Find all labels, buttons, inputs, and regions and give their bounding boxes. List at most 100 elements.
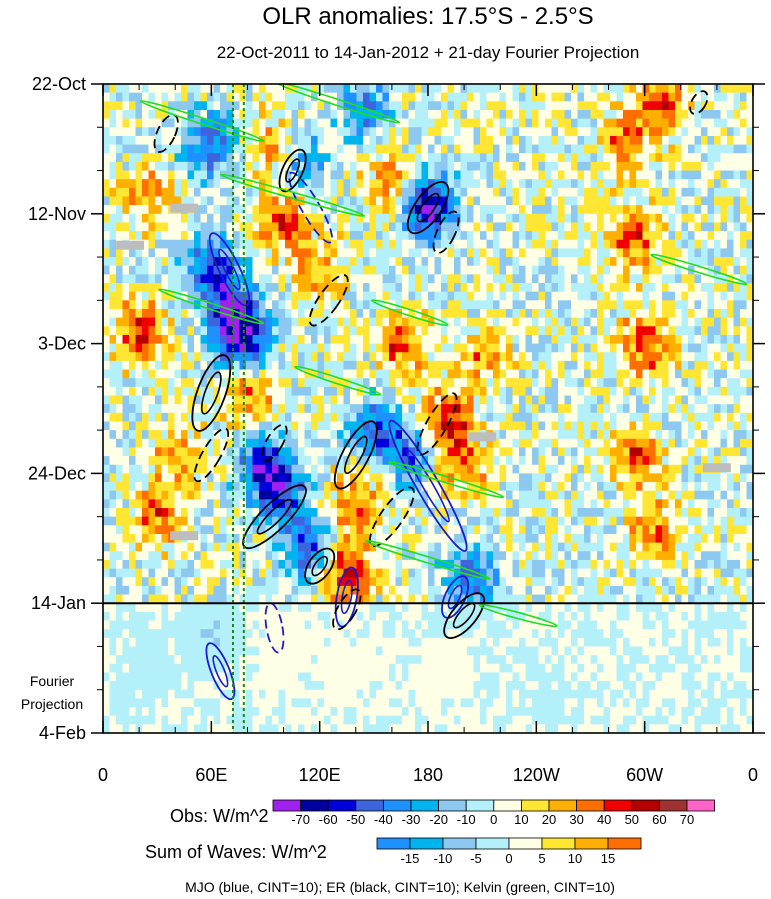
anomaly-cell xyxy=(155,205,163,215)
anomaly-cell xyxy=(376,343,384,353)
anomaly-cell xyxy=(415,482,423,492)
anomaly-cell xyxy=(545,490,553,500)
anomaly-cell xyxy=(304,222,312,232)
anomaly-cell xyxy=(369,412,377,423)
anomaly-cell xyxy=(610,352,618,362)
anomaly-cell xyxy=(506,317,514,327)
anomaly-cell xyxy=(337,291,345,301)
anomaly-cell xyxy=(135,447,143,457)
anomaly-cell xyxy=(571,352,579,362)
anomaly-cell xyxy=(688,404,696,414)
anomaly-cell xyxy=(662,135,670,146)
anomaly-cell xyxy=(629,300,637,310)
anomaly-cell xyxy=(506,135,514,146)
anomaly-cell xyxy=(356,153,364,163)
anomaly-cell xyxy=(512,404,520,414)
anomaly-cell xyxy=(181,447,189,457)
anomaly-cell xyxy=(187,231,195,241)
anomaly-cell xyxy=(213,395,221,405)
anomaly-cell xyxy=(291,430,299,440)
anomaly-cell xyxy=(168,153,176,163)
anomaly-cell xyxy=(187,92,195,102)
anomaly-cell xyxy=(363,447,371,457)
anomaly-cell xyxy=(610,170,618,180)
anomaly-cell xyxy=(538,283,546,293)
anomaly-cell xyxy=(675,231,683,241)
anomaly-cell xyxy=(363,265,371,275)
anomaly-cell xyxy=(532,326,540,336)
anomaly-cell xyxy=(545,127,553,137)
anomaly-cell xyxy=(428,179,436,189)
anomaly-cell xyxy=(200,334,208,345)
anomaly-cell xyxy=(246,84,254,94)
anomaly-cell xyxy=(473,395,481,405)
anomaly-cell xyxy=(512,360,520,371)
anomaly-cell xyxy=(278,231,286,241)
anomaly-cell xyxy=(428,395,436,405)
anomaly-cell xyxy=(265,222,273,232)
anomaly-cell xyxy=(714,187,722,198)
anomaly-cell xyxy=(389,265,397,275)
anomaly-cell xyxy=(649,508,657,518)
anomaly-cell xyxy=(148,404,156,414)
anomaly-cell xyxy=(707,179,715,189)
anomaly-cell xyxy=(382,84,390,94)
anomaly-cell xyxy=(610,196,618,206)
anomaly-cell xyxy=(662,283,670,293)
anomaly-cell xyxy=(558,317,566,327)
anomaly-cell xyxy=(337,109,345,120)
anomaly-cell xyxy=(376,482,384,492)
anomaly-cell xyxy=(447,205,455,215)
anomaly-cell xyxy=(675,395,683,405)
anomaly-cell xyxy=(194,135,202,146)
anomaly-cell xyxy=(493,291,501,301)
anomaly-cell xyxy=(155,447,163,457)
anomaly-cell xyxy=(213,482,221,492)
anomaly-cell xyxy=(694,473,702,483)
anomaly-cell xyxy=(174,170,182,180)
anomaly-cell xyxy=(116,386,124,397)
anomaly-cell xyxy=(155,482,163,492)
anomaly-cell xyxy=(408,334,416,345)
anomaly-cell xyxy=(616,334,624,345)
anomaly-cell xyxy=(720,283,728,293)
anomaly-cell xyxy=(701,369,709,379)
anomaly-cell xyxy=(103,161,111,172)
anomaly-cell xyxy=(662,222,670,232)
anomaly-cell xyxy=(421,473,429,483)
anomaly-cell xyxy=(174,395,182,405)
anomaly-cell xyxy=(317,274,325,284)
anomaly-cell xyxy=(174,291,182,301)
anomaly-cell xyxy=(434,490,442,500)
anomaly-cell xyxy=(571,395,579,405)
anomaly-cell xyxy=(272,161,280,172)
anomaly-cell xyxy=(291,456,299,466)
anomaly-cell xyxy=(109,482,117,492)
anomaly-cell xyxy=(389,404,397,414)
anomaly-cell xyxy=(532,508,540,518)
anomaly-cell xyxy=(194,101,202,111)
anomaly-cell xyxy=(740,308,748,319)
anomaly-cell xyxy=(291,274,299,284)
anomaly-cell xyxy=(545,326,553,336)
anomaly-cell xyxy=(324,300,332,310)
anomaly-cell xyxy=(629,170,637,180)
anomaly-cell xyxy=(720,456,728,466)
anomaly-cell xyxy=(207,352,215,362)
anomaly-cell xyxy=(434,179,442,189)
anomaly-cell xyxy=(629,153,637,163)
anomaly-cell xyxy=(343,490,351,500)
anomaly-cell xyxy=(746,231,753,241)
anomaly-cell xyxy=(603,456,611,466)
anomaly-cell xyxy=(571,386,579,397)
anomaly-cell xyxy=(259,84,267,94)
anomaly-cell xyxy=(343,187,351,198)
anomaly-cell xyxy=(103,473,111,483)
anomaly-cell xyxy=(265,473,273,483)
anomaly-cell xyxy=(584,473,592,483)
anomaly-cell xyxy=(642,283,650,293)
anomaly-cell xyxy=(597,92,605,102)
anomaly-cell xyxy=(733,239,741,250)
anomaly-cell xyxy=(571,161,579,172)
